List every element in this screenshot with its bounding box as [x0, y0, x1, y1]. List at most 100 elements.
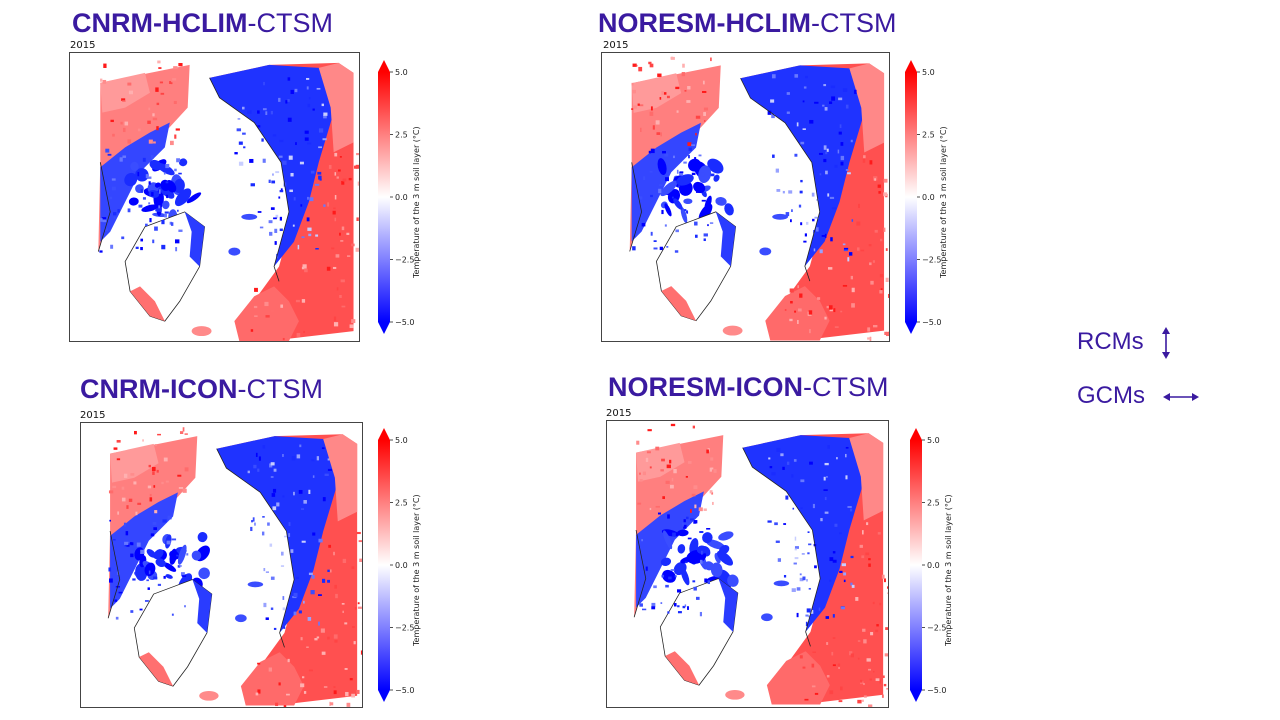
svalbard-region — [759, 247, 772, 256]
iceland-region — [191, 326, 212, 337]
scandinavia-region — [765, 286, 830, 341]
chukotka-region — [323, 434, 358, 522]
arctic-map — [606, 420, 889, 708]
gcms-label: GCMs — [1077, 382, 1145, 409]
colorbar-label: Temperature of the 3 m soil layer (°C) — [412, 494, 421, 646]
greenland-coast-warm — [661, 286, 697, 321]
coastline — [633, 530, 647, 618]
greenland-coast-cold — [184, 211, 205, 267]
colorbar: 5.0 2.5 0.0 −2.5 −5.0 — [378, 428, 428, 702]
chukotka-region — [849, 63, 885, 153]
colorbar-tick-label: −2.5 — [927, 624, 946, 633]
panel-title: CNRM-HCLIM-CTSM — [72, 8, 333, 38]
franz-josef-region — [241, 213, 258, 220]
panel-title: CNRM-ICON-CTSM — [80, 374, 323, 404]
colorbar-extend-max — [378, 428, 390, 440]
colorbar-tick-label: 2.5 — [395, 499, 408, 508]
year-label: 2015 — [603, 40, 629, 51]
iceland-region — [722, 325, 743, 336]
colorbar-extend-min — [378, 322, 390, 334]
greenland-coast-cold — [718, 578, 738, 632]
colorbar-tick-label: −5.0 — [395, 318, 414, 327]
vertical-double-arrow-icon — [1158, 326, 1174, 365]
colorbar-tick-label: 0.0 — [395, 193, 408, 202]
greenland-coast-warm — [139, 652, 174, 687]
colorbar-extend-max — [910, 428, 922, 440]
svalbard-region — [235, 614, 247, 623]
colorbar-tick-label: 5.0 — [395, 436, 408, 445]
franz-josef-region — [772, 213, 789, 220]
coastline — [216, 448, 295, 648]
iceland-region — [199, 690, 219, 701]
siberia-cold-region — [209, 64, 334, 267]
colorbar-tick-label: −2.5 — [922, 256, 941, 265]
coastline — [97, 162, 111, 252]
panel-title: NORESM-ICON-CTSM — [608, 372, 889, 402]
colorbar-tick-label: 0.0 — [922, 193, 935, 202]
colorbar-gradient — [378, 440, 390, 690]
greenland-coast-warm — [130, 286, 165, 322]
colorbar-tick-label: 5.0 — [395, 68, 408, 77]
coastline — [209, 77, 290, 282]
colorbar-label: Temperature of the 3 m soil layer (°C) — [939, 126, 948, 278]
arctic-map — [601, 52, 890, 342]
colorbar-tick-label: 0.0 — [395, 561, 408, 570]
greenland-coast-cold — [715, 211, 736, 267]
colorbar-tick-label: −5.0 — [927, 686, 946, 695]
scandinavia-region — [234, 286, 299, 341]
coastline — [740, 78, 821, 282]
colorbar: 5.0 2.5 0.0 −2.5 −5.0 — [910, 428, 960, 702]
coastline — [629, 162, 642, 252]
siberia-cold-region — [740, 65, 865, 267]
horizontal-double-arrow-icon — [1162, 389, 1200, 410]
year-label: 2015 — [70, 40, 96, 51]
alaska-region — [110, 443, 159, 483]
colorbar-extend-max — [378, 60, 390, 72]
colorbar-tick-label: 2.5 — [922, 131, 935, 140]
colorbar-tick-label: 2.5 — [927, 499, 940, 508]
chukotka-region — [849, 433, 884, 521]
north-america-region — [108, 436, 198, 619]
colorbar: 5.0 2.5 0.0 −2.5 −5.0 — [905, 60, 955, 334]
coastline — [742, 447, 821, 647]
colorbar-extend-min — [378, 690, 390, 702]
colorbar-tick-label: 5.0 — [927, 436, 940, 445]
colorbar-tick-label: 5.0 — [922, 68, 935, 77]
svalbard-region — [228, 247, 241, 256]
north-america-region — [98, 64, 190, 252]
year-label: 2015 — [80, 410, 106, 421]
colorbar-extend-min — [905, 322, 917, 334]
rcms-label: RCMs — [1077, 328, 1144, 355]
alaska-region — [100, 72, 150, 113]
siberia-cold-region — [216, 436, 338, 633]
greenland-coast-cold — [192, 579, 212, 633]
svalbard-region — [761, 613, 773, 622]
arctic-map — [69, 52, 360, 342]
north-america-region — [634, 435, 724, 618]
canada-cold-region — [631, 122, 701, 242]
colorbar-tick-label: 0.0 — [927, 561, 940, 570]
colorbar-tick-label: −5.0 — [395, 686, 414, 695]
iceland-region — [725, 689, 745, 700]
greenland-coast-warm — [665, 651, 700, 686]
colorbar-tick-label: −2.5 — [395, 624, 414, 633]
colorbar-label: Temperature of the 3 m soil layer (°C) — [944, 494, 953, 646]
colorbar-gradient — [910, 440, 922, 690]
chukotka-region — [318, 62, 354, 153]
siberia-cold-region — [742, 435, 864, 632]
franz-josef-region — [773, 580, 790, 587]
colorbar-gradient — [378, 72, 390, 322]
franz-josef-region — [247, 581, 264, 588]
colorbar-tick-label: 2.5 — [395, 131, 408, 140]
colorbar-extend-max — [905, 60, 917, 72]
colorbar: 5.0 2.5 0.0 −2.5 −5.0 — [378, 60, 428, 334]
alaska-region — [631, 73, 682, 113]
arctic-map — [80, 422, 363, 708]
colorbar-extend-min — [910, 690, 922, 702]
scandinavia-region — [240, 652, 304, 706]
year-label: 2015 — [606, 408, 632, 419]
colorbar-tick-label: −5.0 — [922, 318, 941, 327]
colorbar-gradient — [905, 72, 917, 322]
colorbar-tick-label: −2.5 — [395, 256, 414, 265]
panel-title: NORESM-HCLIM-CTSM — [598, 8, 897, 38]
